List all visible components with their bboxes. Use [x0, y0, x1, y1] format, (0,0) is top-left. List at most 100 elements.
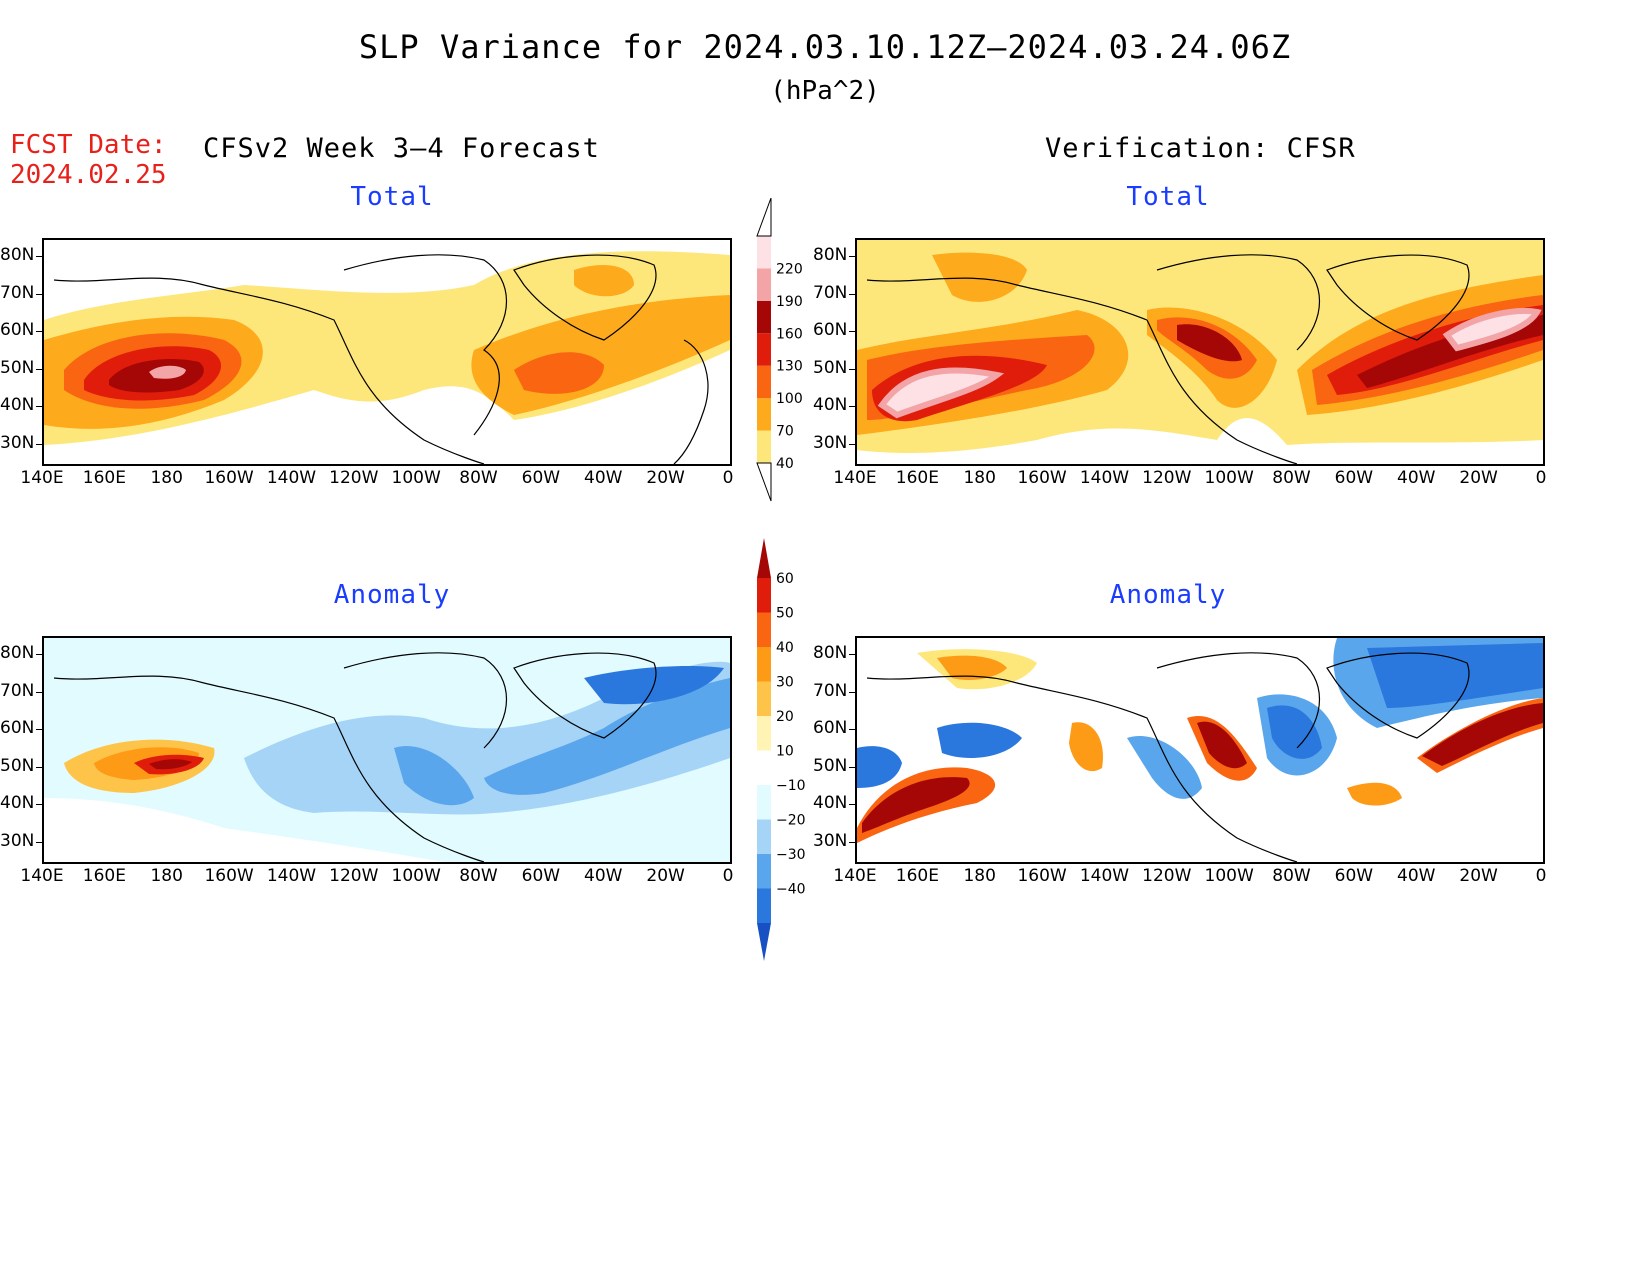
total-colorbar-swatch	[757, 430, 771, 463]
ver-total-lat-label: 50N	[813, 358, 848, 378]
fc-total-lat-label: 80N	[0, 245, 35, 265]
total-colorbar-swatch	[757, 365, 771, 399]
fc-anom-lon-label: 180	[150, 866, 183, 886]
ver-anom-subtitle: Anomaly	[1109, 580, 1227, 610]
ver-anom-lat-label: 50N	[813, 756, 848, 776]
fc-anom-lat-label: 80N	[0, 643, 35, 663]
ver-total-lon-label: 0	[1535, 468, 1547, 488]
ver-total-lon-label: 140E	[833, 468, 877, 488]
fc-total-lon-label: 120W	[329, 468, 379, 488]
fc-total-lat-tick	[36, 294, 42, 295]
anomaly-colorbar-swatch	[757, 888, 771, 923]
anomaly-colorbar-label: −10	[776, 778, 806, 794]
fc-anom-lon-label: 140W	[266, 866, 317, 886]
fc-anom-lat-tick	[36, 804, 42, 805]
ver-anom-lon-label: 160E	[895, 866, 939, 886]
ver-total-lat-tick	[849, 256, 855, 257]
anomaly-colorbar-swatch	[757, 612, 771, 647]
ver-anom-lon-label: 140W	[1079, 866, 1130, 886]
fc-anom-lon-label: 160W	[204, 866, 254, 886]
ver-total-lat-label: 80N	[813, 245, 848, 265]
anomaly-colorbar-label: 50	[776, 606, 794, 622]
fc-anom-lon-label: 100W	[391, 866, 441, 886]
fc-total-lat-tick	[36, 444, 42, 445]
ver-anom-lat-tick	[849, 654, 855, 655]
fc-total-lat-tick	[36, 331, 42, 332]
ver-anom-lon-label: 140E	[833, 866, 877, 886]
figure-title: SLP Variance for 2024.03.10.12Z—2024.03.…	[358, 28, 1292, 66]
fc-anom-lat-label: 50N	[0, 756, 35, 776]
fc-anom-lat-label: 30N	[0, 831, 35, 851]
fc-anom-lat-tick	[36, 842, 42, 843]
ver-total-lon-label: 40W	[1397, 468, 1436, 488]
fcst-date-label: FCST Date:	[10, 130, 167, 160]
ver-total-lat-tick	[849, 444, 855, 445]
anomaly-colorbar-swatch	[757, 681, 771, 716]
ver-anom-lon-label: 40W	[1397, 866, 1436, 886]
ver-total-lat-label: 70N	[813, 283, 848, 303]
anomaly-colorbar-swatch	[757, 538, 771, 578]
total-colorbar-swatch	[757, 300, 771, 334]
ver-total-subtitle: Total	[1126, 182, 1210, 212]
ver-total-lat-label: 60N	[813, 320, 848, 340]
fcst-date-block: FCST Date: 2024.02.25	[10, 130, 167, 190]
anomaly-colorbar-label: 60	[776, 571, 794, 587]
fc-total-lon-label: 0	[722, 468, 734, 488]
ver-total-field	[857, 240, 1543, 464]
fc-total-lat-label: 40N	[0, 395, 35, 415]
total-colorbar-swatch	[757, 333, 771, 366]
total-colorbar-label: 160	[776, 326, 803, 342]
anomaly-colorbar-swatch	[757, 923, 771, 961]
anomaly-colorbar-swatch	[757, 647, 771, 682]
total-colorbar-label: 40	[776, 456, 794, 472]
ver-total-lon-label: 140W	[1079, 468, 1130, 488]
fc-total-lat-label: 30N	[0, 433, 35, 453]
fc-anom-lon-label: 40W	[584, 866, 623, 886]
ver-anom-lat-tick	[849, 692, 855, 693]
anomaly-colorbar-swatch	[757, 750, 771, 785]
fc-anom-lat-tick	[36, 692, 42, 693]
ver-anom-lat-label: 80N	[813, 643, 848, 663]
anomaly-colorbar-swatch	[757, 716, 771, 751]
fc-anom-lon-label: 160E	[82, 866, 126, 886]
anomaly-colorbar-swatch	[757, 578, 771, 613]
fc-anom-lat-label: 40N	[0, 793, 35, 813]
ver-anom-lat-label: 40N	[813, 793, 848, 813]
fc-total-lon-label: 180	[150, 468, 183, 488]
fc-total-lon-label: 160W	[204, 468, 254, 488]
fc-anom-lat-tick	[36, 767, 42, 768]
anomaly-colorbar-label: −30	[776, 847, 806, 863]
total-colorbar-label: 130	[776, 359, 803, 375]
ver-total-lon-label: 60W	[1334, 468, 1374, 488]
fc-total-lon-label: 40W	[584, 468, 623, 488]
fcst-date-value: 2024.02.25	[10, 160, 167, 190]
ver-anom-lon-label: 120W	[1142, 866, 1192, 886]
ver-anom-lat-tick	[849, 767, 855, 768]
total-colorbar: 40 70 100 130 160 190 220	[756, 198, 803, 502]
units-label: (hPa^2)	[770, 76, 880, 106]
total-colorbar-label: 220	[776, 261, 803, 277]
ver-anom-lon-label: 0	[1535, 866, 1547, 886]
fc-total-lon-label: 60W	[521, 468, 561, 488]
total-colorbar-label: 100	[776, 391, 803, 407]
fc-total-lon-label: 20W	[646, 468, 685, 488]
fc-total-lat-tick	[36, 406, 42, 407]
anomaly-colorbar-label: 20	[776, 709, 794, 725]
fc-anom-lat-tick	[36, 654, 42, 655]
ver-anom-lat-label: 70N	[813, 681, 848, 701]
ver-anom-lat-tick	[849, 729, 855, 730]
anomaly-colorbar-label: 30	[776, 675, 794, 691]
ver-total-lon-label: 80W	[1272, 468, 1311, 488]
anomaly-colorbar: 60 50 40 30 20 10 −10 −20 −30 −40	[757, 538, 806, 961]
fc-total-lat-label: 50N	[0, 358, 35, 378]
ver-anom-lon-label: 100W	[1204, 866, 1254, 886]
ver-anom-lon-label: 20W	[1459, 866, 1498, 886]
fc-total-lat-label: 70N	[0, 283, 35, 303]
fc-total-lon-label: 140E	[20, 468, 64, 488]
fc-anom-lon-label: 0	[722, 866, 734, 886]
fc-total-lon-label: 80W	[459, 468, 498, 488]
ver-anom-lat-tick	[849, 842, 855, 843]
fc-anom-lon-label: 20W	[646, 866, 685, 886]
fc-anom-field	[44, 638, 730, 862]
anomaly-colorbar-swatch	[757, 819, 771, 854]
